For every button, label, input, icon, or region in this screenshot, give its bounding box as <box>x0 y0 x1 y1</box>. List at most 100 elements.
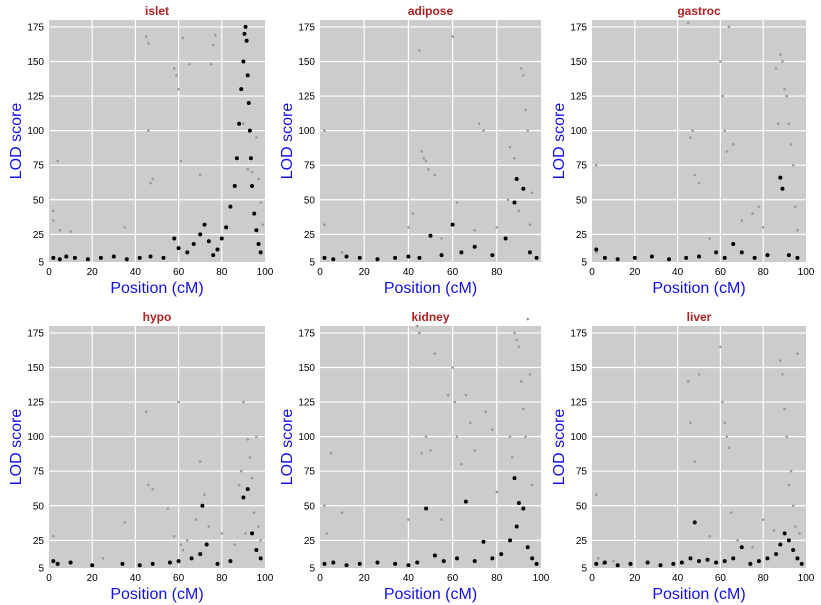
data-point <box>191 242 196 247</box>
data-point <box>499 552 504 557</box>
data-point <box>257 177 260 181</box>
data-point <box>727 446 731 449</box>
data-point <box>161 255 166 260</box>
data-point <box>406 563 411 568</box>
data-point <box>725 150 729 153</box>
data-point <box>52 219 55 222</box>
y-axis-label: LOD score <box>8 103 25 180</box>
data-point <box>242 122 245 126</box>
y-tick-label: 150 <box>570 57 587 68</box>
data-point <box>679 560 684 565</box>
data-point <box>181 548 185 552</box>
data-point <box>172 67 176 70</box>
data-point <box>432 553 437 558</box>
data-point <box>172 534 176 538</box>
x-tick-label: 20 <box>359 267 371 278</box>
data-point <box>477 122 481 126</box>
plot-background <box>49 20 265 262</box>
x-tick-label: 20 <box>87 573 99 584</box>
data-point <box>176 246 181 251</box>
data-point <box>778 175 783 180</box>
data-point <box>752 255 757 260</box>
data-point <box>530 191 534 195</box>
y-tick-label: 125 <box>570 398 587 409</box>
data-point <box>705 557 710 562</box>
x-tick-label: 40 <box>130 573 142 584</box>
y-tick-label: 25 <box>576 536 588 547</box>
y-tick-label: 175 <box>27 22 44 33</box>
y-tick-label: 100 <box>570 126 587 137</box>
x-tick-label: 100 <box>533 573 550 584</box>
y-axis-label: LOD score <box>551 409 568 486</box>
series-secondary <box>323 35 534 254</box>
data-point <box>344 563 349 568</box>
data-point <box>473 449 477 452</box>
data-point <box>785 435 789 438</box>
data-point <box>325 532 328 535</box>
data-point <box>691 129 694 132</box>
data-point <box>526 317 530 321</box>
data-point <box>151 177 154 181</box>
x-tick-label: 60 <box>447 573 459 584</box>
data-point <box>179 159 183 163</box>
data-point <box>56 159 59 163</box>
data-point <box>57 257 62 262</box>
series-primary <box>322 177 539 262</box>
data-point <box>150 561 155 566</box>
data-point <box>357 561 362 566</box>
data-point <box>786 538 791 543</box>
data-point <box>791 163 795 167</box>
y-tick-label: 5 <box>309 564 315 575</box>
data-point <box>786 253 791 258</box>
data-point <box>689 421 692 425</box>
data-point <box>615 257 620 262</box>
data-point <box>779 359 782 362</box>
y-tick-label: 150 <box>298 363 315 374</box>
data-point <box>719 60 722 63</box>
data-point <box>490 556 495 561</box>
data-point <box>731 242 736 247</box>
data-point <box>68 560 73 565</box>
data-point <box>246 100 251 105</box>
data-point <box>202 222 207 227</box>
data-point <box>247 128 252 133</box>
data-point <box>185 539 189 542</box>
data-point <box>594 247 599 252</box>
data-point <box>736 539 739 542</box>
data-point <box>697 559 701 564</box>
panel-title: gastroc <box>677 4 721 18</box>
data-point <box>203 493 206 497</box>
data-point <box>228 204 233 209</box>
data-point <box>671 561 676 566</box>
data-point <box>237 483 241 487</box>
data-point <box>232 183 237 188</box>
data-point <box>424 506 429 511</box>
data-point <box>515 338 518 342</box>
data-point <box>259 201 262 204</box>
data-point <box>495 490 499 494</box>
y-tick-label: 125 <box>298 92 315 103</box>
data-point <box>723 129 726 132</box>
x-tick-label: 100 <box>257 573 274 584</box>
data-point <box>149 181 152 185</box>
data-point <box>451 35 454 38</box>
data-point <box>534 561 539 566</box>
y-tick-label: 75 <box>576 161 588 172</box>
data-point <box>708 534 711 538</box>
y-tick-label: 100 <box>298 432 315 443</box>
data-point <box>181 36 185 40</box>
data-point <box>519 380 523 383</box>
data-point <box>512 476 517 481</box>
panel-title: hypo <box>143 310 172 324</box>
data-point <box>439 253 444 258</box>
data-point <box>211 43 215 47</box>
data-point <box>111 254 116 259</box>
data-point <box>757 205 761 208</box>
data-point <box>729 511 733 514</box>
data-point <box>243 24 248 29</box>
data-point <box>697 254 701 259</box>
data-point <box>597 557 600 560</box>
x-tick-label: 60 <box>447 267 459 278</box>
data-point <box>433 352 437 355</box>
panel-title: liver <box>687 310 712 324</box>
